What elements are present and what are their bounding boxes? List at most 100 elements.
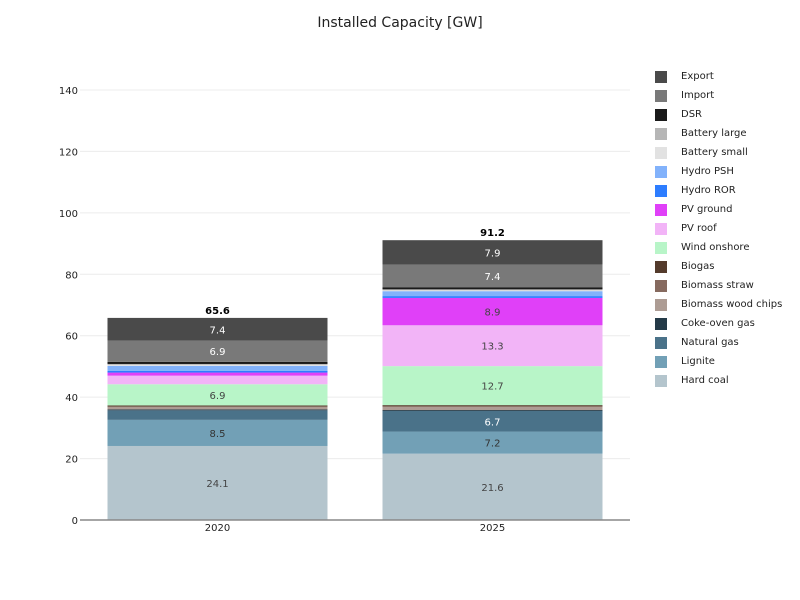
total-label: 65.6 <box>205 306 230 317</box>
legend-label: DSR <box>681 109 702 120</box>
bar-segment-2020-biogas <box>107 405 328 407</box>
legend-item: Export <box>655 67 782 86</box>
legend-label: Lignite <box>681 356 715 367</box>
legend-label: Coke-oven gas <box>681 318 755 329</box>
legend-item: PV roof <box>655 219 782 238</box>
legend-swatch <box>655 241 667 254</box>
legend-label: Biomass straw <box>681 280 754 291</box>
bar-segment-2025-biomass-straw <box>382 406 603 407</box>
bar-segment-2020-biomass-wood-chips <box>107 407 328 410</box>
data-label: 6.9 <box>210 391 226 402</box>
bar-segment-2025-lignite <box>382 431 603 454</box>
legend-item: Battery small <box>655 143 782 162</box>
data-label: 6.9 <box>210 347 226 358</box>
bar-segment-2025-pv-ground <box>382 297 603 326</box>
legend-swatch <box>655 127 667 140</box>
bar-segment-2025-hydro-psh <box>382 291 603 297</box>
bar-segment-2020-natural-gas <box>107 410 328 420</box>
legend-label: Natural gas <box>681 337 739 348</box>
legend-label: Biogas <box>681 261 715 272</box>
legend-label: PV ground <box>681 204 733 215</box>
legend-item: Wind onshore <box>655 238 782 257</box>
bar-segment-2025-hard-coal <box>382 453 603 520</box>
data-label: 7.2 <box>485 439 501 450</box>
y-tick-label: 0 <box>72 516 78 527</box>
legend-item: Hard coal <box>655 371 782 390</box>
legend-item: Biomass straw <box>655 276 782 295</box>
bar-segment-2025-natural-gas <box>382 410 603 432</box>
legend-item: Biomass wood chips <box>655 295 782 314</box>
legend-label: Hydro ROR <box>681 185 736 196</box>
legend-label: Hydro PSH <box>681 166 734 177</box>
legend-label: Biomass wood chips <box>681 299 783 310</box>
y-tick-label: 80 <box>65 270 78 281</box>
legend-label: Battery small <box>681 147 748 158</box>
bar-segment-2025-battery-large <box>382 289 603 291</box>
legend-swatch <box>655 336 667 349</box>
legend-item: Coke-oven gas <box>655 314 782 333</box>
data-label: 21.6 <box>481 483 503 494</box>
legend-item: Biogas <box>655 257 782 276</box>
legend-item: PV ground <box>655 200 782 219</box>
bar-segment-2025-hydro-ror <box>382 296 603 298</box>
data-label: 7.9 <box>485 248 501 259</box>
bar-segment-2025-import <box>382 264 603 288</box>
bar-segment-2020-import <box>107 340 328 362</box>
legend-swatch <box>655 203 667 216</box>
bar-segment-2025-wind-onshore <box>382 366 603 406</box>
legend-item: Battery large <box>655 124 782 143</box>
legend-item: Hydro PSH <box>655 162 782 181</box>
bar-segment-2020-hydro-psh <box>107 365 328 371</box>
legend-label: Export <box>681 71 714 82</box>
y-tick-label: 140 <box>59 86 78 97</box>
legend-label: Hard coal <box>681 375 729 386</box>
data-label: 7.4 <box>210 325 226 336</box>
chart-legend: Export Import DSR Battery large Battery smal… <box>655 67 782 390</box>
legend-item: DSR <box>655 105 782 124</box>
bar-segment-2020-battery-large <box>107 363 328 365</box>
legend-label: PV roof <box>681 223 717 234</box>
legend-swatch <box>655 184 667 197</box>
data-label: 13.3 <box>481 342 503 353</box>
legend-item: Hydro ROR <box>655 181 782 200</box>
x-tick-label: 2020 <box>205 523 230 534</box>
legend-swatch <box>655 260 667 273</box>
legend-label: Wind onshore <box>681 242 750 253</box>
y-tick-label: 120 <box>59 147 78 158</box>
legend-swatch <box>655 279 667 292</box>
bar-segment-2025-biogas <box>382 405 603 407</box>
bar-segment-2020-pv-ground <box>107 372 328 376</box>
y-tick-label: 20 <box>65 455 78 466</box>
bar-segment-2020-export <box>107 317 328 341</box>
legend-swatch <box>655 89 667 102</box>
bar-segment-2020-pv-roof <box>107 375 328 385</box>
legend-item: Natural gas <box>655 333 782 352</box>
data-label: 12.7 <box>481 382 503 393</box>
y-tick-label: 40 <box>65 393 78 404</box>
bar-segment-2020-battery-small <box>107 364 328 366</box>
data-label: 24.1 <box>206 479 228 490</box>
legend-label: Import <box>681 90 715 101</box>
data-label: 8.5 <box>210 429 226 440</box>
bar-segment-2025-battery-small <box>382 290 603 292</box>
bar-segment-2020-coke-oven-gas <box>107 409 328 411</box>
legend-swatch <box>655 108 667 121</box>
data-label: 6.7 <box>485 417 501 428</box>
legend-swatch <box>655 222 667 235</box>
total-label: 91.2 <box>480 228 505 239</box>
bar-segment-2020-biomass-straw <box>107 406 328 408</box>
bar-segment-2025-export <box>382 240 603 265</box>
legend-swatch <box>655 165 667 178</box>
data-label: 7.4 <box>485 272 501 283</box>
bar-segment-2020-wind-onshore <box>107 384 328 406</box>
legend-swatch <box>655 298 667 311</box>
bar-segment-2020-dsr <box>107 361 328 364</box>
legend-label: Battery large <box>681 128 747 139</box>
legend-swatch <box>655 70 667 83</box>
legend-swatch <box>655 317 667 330</box>
chart-title: Installed Capacity [GW] <box>317 15 483 31</box>
bar-segment-2025-biomass-wood-chips <box>382 406 603 411</box>
legend-item: Lignite <box>655 352 782 371</box>
legend-swatch <box>655 355 667 368</box>
